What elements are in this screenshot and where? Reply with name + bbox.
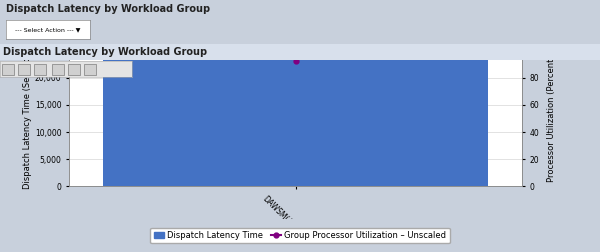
Y-axis label: Dispatch Latency Time (Seconds): Dispatch Latency Time (Seconds): [23, 48, 32, 189]
Text: --- Select Action --- ▼: --- Select Action --- ▼: [16, 27, 80, 32]
Bar: [103, 58, 488, 186]
FancyBboxPatch shape: [52, 64, 64, 75]
FancyBboxPatch shape: [84, 64, 96, 75]
X-axis label: Group Name: Group Name: [269, 232, 322, 241]
Text: Dispatch Latency by Workload Group: Dispatch Latency by Workload Group: [3, 47, 207, 57]
Legend: Dispatch Latency Time, Group Processor Utilization – Unscaled: Dispatch Latency Time, Group Processor U…: [150, 228, 450, 243]
Y-axis label: Processor Utilization (Percent): Processor Utilization (Percent): [547, 55, 556, 182]
FancyBboxPatch shape: [34, 64, 46, 75]
Text: Dispatch Latency by Workload Group: Dispatch Latency by Workload Group: [6, 4, 210, 14]
FancyBboxPatch shape: [18, 64, 30, 75]
FancyBboxPatch shape: [2, 64, 14, 75]
FancyBboxPatch shape: [68, 64, 80, 75]
